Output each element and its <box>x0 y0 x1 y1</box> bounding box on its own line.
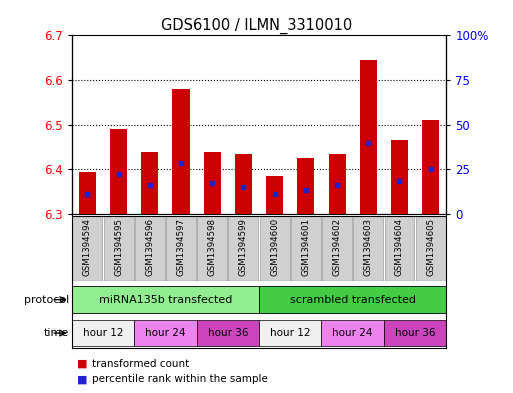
Bar <box>235 154 252 214</box>
Text: GSM1394601: GSM1394601 <box>301 218 310 276</box>
Text: hour 36: hour 36 <box>208 328 248 338</box>
Text: GSM1394602: GSM1394602 <box>332 218 342 276</box>
Text: GSM1394597: GSM1394597 <box>176 218 186 276</box>
Bar <box>72 286 259 313</box>
Bar <box>416 216 446 281</box>
Text: scrambled transfected: scrambled transfected <box>290 295 416 305</box>
Text: GSM1394600: GSM1394600 <box>270 218 279 276</box>
Text: GSM1394598: GSM1394598 <box>208 218 217 276</box>
Text: protocol: protocol <box>24 295 69 305</box>
Text: ■: ■ <box>77 374 87 384</box>
Bar <box>166 216 196 281</box>
Bar <box>228 216 259 281</box>
Text: GSM1394594: GSM1394594 <box>83 218 92 276</box>
Bar <box>291 216 321 281</box>
Bar <box>259 320 322 346</box>
Bar <box>360 60 377 214</box>
Text: hour 24: hour 24 <box>332 328 373 338</box>
Bar <box>353 216 383 281</box>
Text: GSM1394595: GSM1394595 <box>114 218 123 276</box>
Bar <box>72 216 103 281</box>
Text: GSM1394604: GSM1394604 <box>395 218 404 276</box>
Text: GSM1394599: GSM1394599 <box>239 218 248 276</box>
Bar <box>328 154 346 214</box>
Bar <box>135 216 165 281</box>
Bar <box>104 216 133 281</box>
Bar <box>322 216 352 281</box>
Bar <box>134 320 196 346</box>
Bar <box>172 89 190 214</box>
Text: time: time <box>44 328 69 338</box>
Text: hour 12: hour 12 <box>270 328 310 338</box>
Text: hour 24: hour 24 <box>145 328 186 338</box>
Bar <box>260 216 290 281</box>
Bar <box>422 120 439 214</box>
Bar <box>391 140 408 214</box>
Bar <box>196 320 259 346</box>
Bar <box>79 172 96 214</box>
Text: miRNA135b transfected: miRNA135b transfected <box>99 295 232 305</box>
Bar <box>110 129 127 214</box>
Bar <box>204 152 221 214</box>
Bar <box>384 320 446 346</box>
Bar <box>385 216 415 281</box>
Text: GSM1394603: GSM1394603 <box>364 218 373 276</box>
Text: ■: ■ <box>77 358 87 369</box>
Text: GDS6100 / ILMN_3310010: GDS6100 / ILMN_3310010 <box>161 18 352 34</box>
Text: hour 12: hour 12 <box>83 328 123 338</box>
Bar <box>259 286 446 313</box>
Text: hour 36: hour 36 <box>395 328 436 338</box>
Bar <box>141 152 159 214</box>
Bar <box>72 320 134 346</box>
Text: GSM1394596: GSM1394596 <box>145 218 154 276</box>
Bar <box>266 176 283 214</box>
Text: GSM1394605: GSM1394605 <box>426 218 435 276</box>
Bar <box>298 158 314 214</box>
Bar <box>322 320 384 346</box>
Text: percentile rank within the sample: percentile rank within the sample <box>92 374 268 384</box>
Bar <box>198 216 227 281</box>
Text: transformed count: transformed count <box>92 358 190 369</box>
